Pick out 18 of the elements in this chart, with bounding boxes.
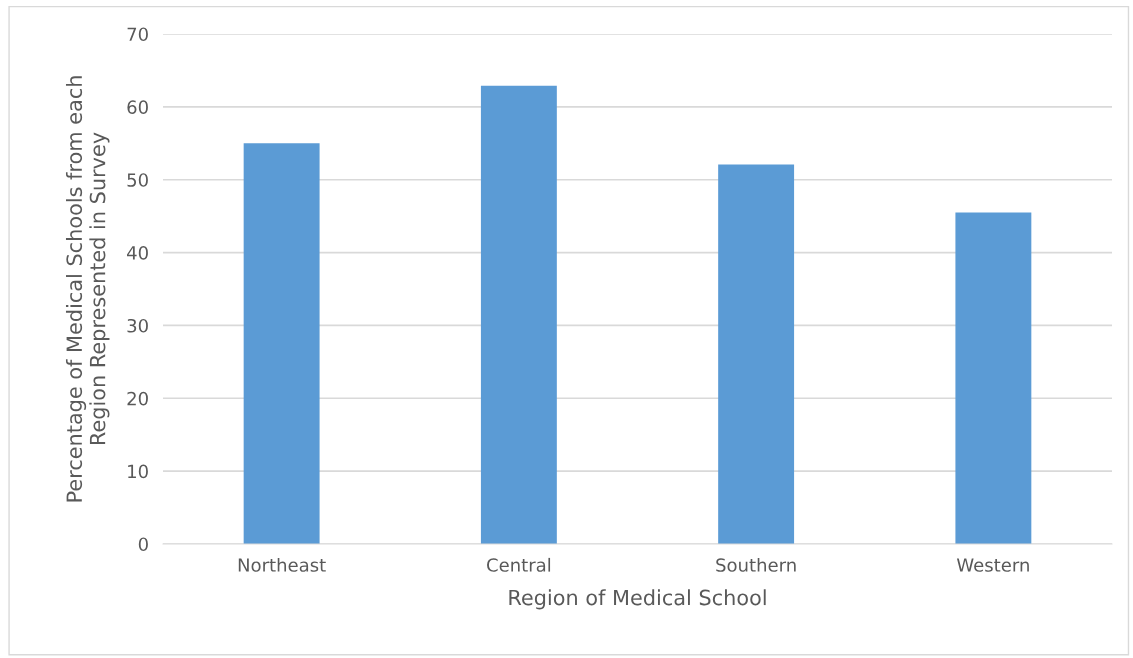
bar [718,164,795,544]
y-tick-label: 60 [127,100,148,114]
y-tick-label: 0 [138,537,148,552]
y-tick-label: 70 [127,27,148,42]
x-tick-label: Northeast [238,557,326,572]
bar [480,85,557,544]
y-tick-label: 50 [127,173,148,187]
y-tick-label: 10 [128,464,148,479]
y-tick-label: 20 [127,391,148,406]
bar [243,143,320,544]
bar [955,212,1032,544]
x-tick-label: Western [956,558,1029,572]
y-tick-label: 30 [127,318,148,333]
x-tick-label: Central [487,557,551,572]
y-axis-title: Percentage of Medical Schools from each Region Represented in Survey [65,76,110,502]
y-tick-label: 40 [127,246,148,260]
x-tick-label: Southern [716,557,796,572]
x-axis-title: Region of Medical School [509,589,766,610]
